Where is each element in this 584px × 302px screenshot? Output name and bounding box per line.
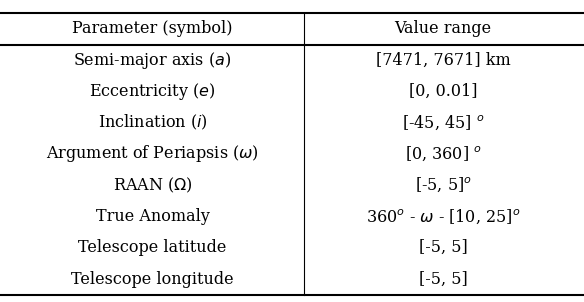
Text: True Anomaly: True Anomaly bbox=[96, 208, 210, 225]
Text: Inclination ($i$): Inclination ($i$) bbox=[98, 113, 207, 132]
Text: [0, 0.01]: [0, 0.01] bbox=[409, 83, 477, 100]
Text: [-45, 45] $^o$: [-45, 45] $^o$ bbox=[402, 114, 484, 132]
Text: Eccentricity ($e$): Eccentricity ($e$) bbox=[89, 81, 215, 102]
Text: Parameter (symbol): Parameter (symbol) bbox=[72, 21, 233, 37]
Text: Argument of Periapsis ($\omega$): Argument of Periapsis ($\omega$) bbox=[46, 143, 259, 165]
Text: Value range: Value range bbox=[395, 21, 492, 37]
Text: RAAN ($\Omega$): RAAN ($\Omega$) bbox=[113, 176, 192, 195]
Text: [-5, 5]: [-5, 5] bbox=[419, 271, 468, 288]
Text: [7471, 7671] km: [7471, 7671] km bbox=[376, 52, 510, 69]
Text: [-5, 5]$^o$: [-5, 5]$^o$ bbox=[415, 176, 471, 194]
Text: [-5, 5]: [-5, 5] bbox=[419, 239, 468, 256]
Text: Telescope latitude: Telescope latitude bbox=[78, 239, 227, 256]
Text: [0, 360] $^o$: [0, 360] $^o$ bbox=[405, 145, 482, 163]
Text: 360$^o$ - $\omega$ - [10, 25]$^o$: 360$^o$ - $\omega$ - [10, 25]$^o$ bbox=[366, 207, 520, 226]
Text: Semi-major axis ($a$): Semi-major axis ($a$) bbox=[74, 50, 232, 71]
Text: Telescope longitude: Telescope longitude bbox=[71, 271, 234, 288]
